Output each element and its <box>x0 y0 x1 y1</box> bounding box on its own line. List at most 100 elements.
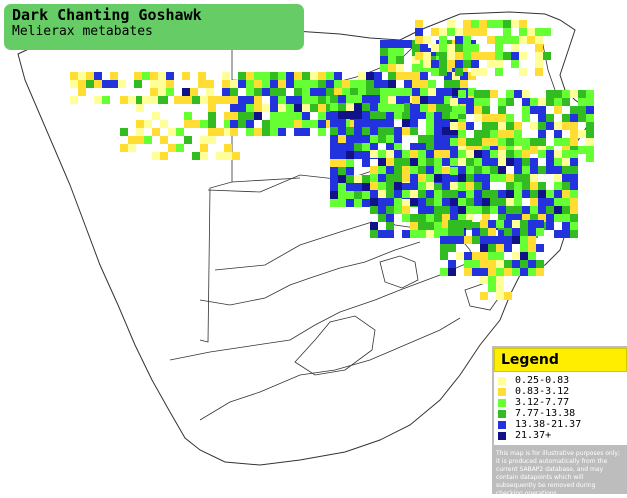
distribution-cell <box>168 128 176 136</box>
distribution-cell <box>504 244 512 252</box>
distribution-cell <box>514 150 522 158</box>
distribution-cell <box>570 222 578 230</box>
distribution-cell <box>346 127 354 135</box>
legend-label: 21.37+ <box>515 430 552 441</box>
distribution-cell <box>458 150 466 158</box>
distribution-cell <box>354 191 362 199</box>
distribution-cell <box>479 20 487 28</box>
distribution-cell <box>554 150 562 158</box>
distribution-cell <box>488 220 496 228</box>
distribution-cell <box>522 114 530 122</box>
distribution-cell <box>200 152 208 160</box>
distribution-cell <box>370 127 378 135</box>
title-box: Dark Chanting Goshawk Melierax metabates <box>4 4 304 50</box>
legend-body: 0.25-0.83 0.83-3.12 3.12-7.77 7.77-13.38… <box>494 372 627 445</box>
distribution-cell <box>426 222 434 230</box>
distribution-cell <box>543 28 551 36</box>
distribution-cell <box>480 268 488 276</box>
distribution-cell <box>366 88 374 96</box>
distribution-cell <box>444 96 452 104</box>
distribution-cell <box>200 136 208 144</box>
distribution-cell <box>208 112 216 120</box>
distribution-cell <box>420 80 428 88</box>
distribution-cell <box>334 80 342 88</box>
distribution-cell <box>350 80 358 88</box>
distribution-cell <box>528 252 536 260</box>
distribution-cell <box>554 90 562 98</box>
distribution-cell <box>506 174 514 182</box>
distribution-cell <box>482 130 490 138</box>
distribution-cell <box>570 90 578 98</box>
distribution-cell <box>396 72 404 80</box>
distribution-cell <box>458 206 466 214</box>
distribution-cell <box>554 214 562 222</box>
distribution-cell <box>152 128 160 136</box>
distribution-cell <box>388 72 396 80</box>
distribution-cell <box>410 111 418 119</box>
distribution-cell <box>466 174 474 182</box>
distribution-cell <box>338 135 346 143</box>
distribution-cell <box>490 166 498 174</box>
distribution-cell <box>388 96 396 104</box>
distribution-cell <box>294 96 302 104</box>
distribution-cell <box>458 130 466 138</box>
distribution-cell <box>487 52 495 60</box>
distribution-cell <box>386 143 394 151</box>
distribution-cell <box>458 158 466 166</box>
distribution-cell <box>520 252 528 260</box>
distribution-cell <box>354 119 362 127</box>
distribution-cell <box>318 96 326 104</box>
distribution-cell <box>410 182 418 190</box>
distribution-cell <box>338 151 346 159</box>
distribution-cell <box>512 228 520 236</box>
distribution-cell <box>278 128 286 136</box>
distribution-cell <box>402 230 410 238</box>
distribution-cell <box>386 182 394 190</box>
distribution-cell <box>490 90 498 98</box>
distribution-cell <box>512 236 520 244</box>
distribution-cell <box>458 174 466 182</box>
distribution-cell <box>423 36 431 44</box>
distribution-cell <box>160 120 168 128</box>
distribution-cell <box>514 198 522 206</box>
distribution-cell <box>150 72 158 80</box>
distribution-cell <box>490 206 498 214</box>
distribution-cell <box>330 143 338 151</box>
distribution-cell <box>474 138 482 146</box>
distribution-cell <box>412 72 420 80</box>
distribution-cell <box>514 90 522 98</box>
distribution-cell <box>418 214 426 222</box>
distribution-cell <box>436 96 444 104</box>
distribution-cell <box>152 112 160 120</box>
distribution-cell <box>570 122 578 130</box>
distribution-cell <box>334 72 342 80</box>
distribution-cell <box>479 68 487 76</box>
distribution-cell <box>487 20 495 28</box>
distribution-cell <box>176 128 184 136</box>
distribution-cell <box>426 214 434 222</box>
distribution-cell <box>434 174 442 182</box>
distribution-cell <box>439 52 447 60</box>
distribution-cell <box>530 106 538 114</box>
distribution-cell <box>480 292 488 300</box>
distribution-cell <box>442 143 450 151</box>
distribution-cell <box>450 182 458 190</box>
distribution-cell <box>498 198 506 206</box>
distribution-cell <box>535 68 543 76</box>
distribution-cell <box>546 122 554 130</box>
distribution-cell <box>386 206 394 214</box>
distribution-cell <box>120 144 128 152</box>
distribution-cell <box>378 127 386 135</box>
distribution-cell <box>426 111 434 119</box>
distribution-cell <box>208 120 216 128</box>
distribution-cell <box>503 28 511 36</box>
distribution-cell <box>78 88 86 96</box>
distribution-cell <box>530 146 538 154</box>
distribution-cell <box>496 284 504 292</box>
distribution-cell <box>586 106 594 114</box>
distribution-cell <box>278 80 286 88</box>
distribution-cell <box>586 146 594 154</box>
distribution-cell <box>570 182 578 190</box>
distribution-cell <box>570 114 578 122</box>
distribution-cell <box>246 128 254 136</box>
